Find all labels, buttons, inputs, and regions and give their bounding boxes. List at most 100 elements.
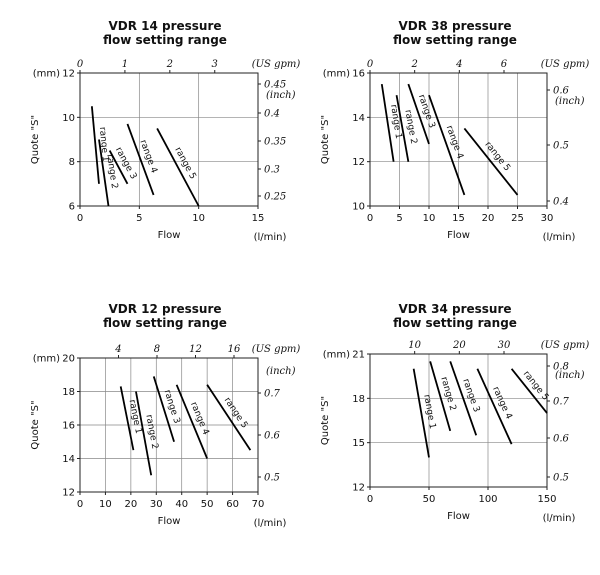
y-tick-label: 15 (352, 438, 365, 449)
series-line-range-3 (152, 376, 175, 443)
y-tick-label: 20 (62, 354, 75, 365)
right-tick-label: 0.3 (264, 165, 280, 176)
right-axis-unit: (inch) (555, 370, 585, 381)
series-line-range-5 (156, 127, 200, 207)
x-axis-label: Flow (447, 511, 470, 522)
top-tick-label: 1 (122, 59, 128, 70)
x-tick-label: 20 (482, 213, 495, 224)
top-axis-unit: (US gpm) (541, 340, 590, 351)
x-tick-label: 40 (175, 499, 188, 510)
right-tick-label: 0.4 (553, 197, 569, 208)
chart-subtitle: flow setting range (393, 316, 517, 330)
right-tick-label: 0.4 (264, 109, 280, 120)
series-label-range-4: range 4 (444, 124, 465, 160)
x-tick-label: 0 (77, 499, 83, 510)
x-axis-unit: (l/min) (254, 518, 287, 529)
x-axis-unit: (l/min) (543, 232, 576, 243)
chart-title: VDR 14 pressure (108, 19, 221, 33)
y-tick-label: 18 (352, 394, 365, 405)
top-tick-label: 3 (212, 59, 218, 70)
right-tick-label: 0.7 (264, 389, 281, 400)
x-tick-label: 150 (537, 494, 556, 505)
right-tick-label: 0.25 (264, 192, 286, 203)
series-label-range-3: range 3 (162, 389, 182, 425)
top-tick-label: 4 (455, 59, 462, 70)
x-tick-label: 10 (192, 213, 205, 224)
x-tick-label: 15 (252, 213, 265, 224)
series-line-range-4 (476, 368, 513, 445)
series-line-range-1 (90, 106, 100, 184)
top-tick-label: 16 (228, 344, 241, 355)
x-tick-label: 50 (201, 499, 214, 510)
right-axis-unit: (inch) (555, 96, 585, 107)
y-tick-label: 10 (352, 202, 365, 213)
top-tick-label: 2 (410, 59, 417, 70)
chart-title: VDR 34 pressure (398, 302, 511, 316)
x-tick-label: 20 (124, 499, 137, 510)
y-tick-label: 12 (62, 488, 75, 499)
right-tick-label: 0.5 (553, 141, 569, 152)
series-line-range-1 (119, 386, 135, 451)
y-tick-label: 6 (69, 202, 75, 213)
top-axis-unit: (US gpm) (541, 59, 590, 70)
y-tick-label: 18 (62, 387, 75, 398)
y-tick-label: 16 (352, 69, 365, 80)
x-tick-label: 30 (541, 213, 554, 224)
top-tick-label: 0 (77, 59, 84, 70)
series-label-range-3: range 3 (460, 378, 481, 414)
top-tick-label: 4 (114, 344, 121, 355)
series-line-range-5 (463, 127, 519, 196)
series-label-range-2: range 2 (104, 154, 119, 190)
right-tick-label: 0.5 (264, 473, 280, 484)
x-tick-label: 5 (396, 213, 402, 224)
y-axis-unit: (mm) (33, 354, 60, 365)
top-tick-label: 2 (166, 59, 173, 70)
y-axis-label: Quote "S" (320, 115, 331, 164)
y-axis-unit: (mm) (323, 69, 350, 80)
y-tick-label: 14 (62, 454, 75, 465)
series-line-range-2 (135, 391, 153, 476)
right-tick-label: 0.6 (264, 431, 281, 442)
x-axis-unit: (l/min) (543, 513, 576, 524)
x-axis-unit: (l/min) (254, 232, 287, 243)
plot-frame (79, 72, 259, 207)
x-tick-label: 5 (136, 213, 142, 224)
y-axis-unit: (mm) (323, 350, 350, 361)
series-line-range-4 (126, 123, 155, 196)
top-axis-unit: (US gpm) (252, 59, 301, 70)
x-tick-label: 50 (423, 494, 436, 505)
x-tick-label: 70 (252, 499, 265, 510)
right-tick-label: 0.6 (553, 86, 570, 97)
y-tick-label: 12 (352, 157, 365, 168)
right-axis-unit: (inch) (266, 90, 296, 101)
x-tick-label: 100 (478, 494, 497, 505)
top-axis-unit: (US gpm) (252, 344, 301, 355)
series-line-range-5 (510, 368, 548, 414)
plot-frame (369, 353, 548, 488)
top-tick-label: 12 (189, 344, 202, 355)
y-tick-label: 16 (62, 421, 75, 432)
series-label-range-4: range 4 (137, 139, 158, 175)
top-tick-label: 20 (452, 340, 466, 351)
x-tick-label: 25 (511, 213, 524, 224)
series-line-range-3 (449, 361, 478, 436)
y-tick-label: 8 (69, 157, 75, 168)
series-line-range-3 (407, 83, 430, 145)
y-tick-label: 21 (352, 350, 365, 361)
series-line-range-4 (175, 384, 208, 459)
x-tick-label: 30 (150, 499, 163, 510)
chart-subtitle: flow setting range (393, 33, 517, 47)
series-line-range-1 (412, 368, 430, 458)
y-axis-label: Quote "S" (320, 396, 331, 445)
x-tick-label: 15 (452, 213, 465, 224)
right-tick-label: 0.45 (264, 80, 286, 91)
series-line-range-2 (429, 361, 452, 432)
series-line-range-2 (98, 139, 110, 207)
right-tick-label: 0.8 (553, 362, 569, 373)
right-tick-label: 0.6 (553, 434, 570, 445)
y-tick-label: 12 (62, 69, 75, 80)
chart-subtitle: flow setting range (103, 316, 227, 330)
y-tick-label: 14 (352, 113, 365, 124)
